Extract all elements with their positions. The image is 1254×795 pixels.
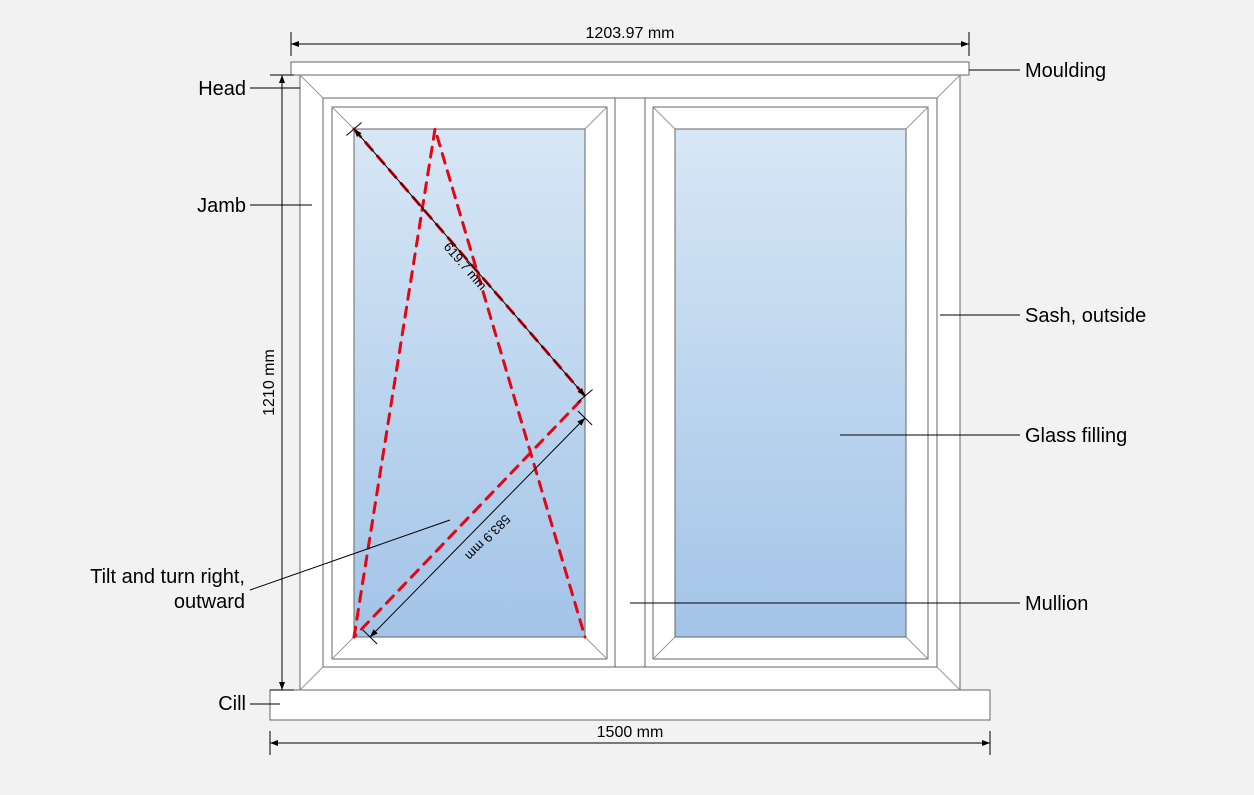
label-moulding: Moulding — [1025, 60, 1106, 83]
label-head: Head — [150, 78, 246, 101]
mullion — [615, 98, 645, 667]
label-tilt-line2: outward — [174, 591, 245, 613]
dim-label: 1203.97 mm — [586, 25, 675, 42]
label-cill: Cill — [150, 693, 246, 716]
label-mullion: Mullion — [1025, 593, 1088, 616]
window-diagram: 1203.97 mm1210 mm1500 mm619.7 mm583.9 mm — [0, 0, 1254, 795]
left-glass — [354, 129, 585, 637]
cill — [270, 690, 990, 720]
label-jamb: Jamb — [150, 195, 246, 218]
moulding — [291, 62, 969, 75]
label-glass: Glass filling — [1025, 425, 1127, 448]
dim-label: 1210 mm — [261, 349, 278, 416]
label-sash: Sash, outside — [1025, 305, 1146, 328]
label-tilt: Tilt and turn right, outward — [30, 565, 245, 615]
dim-label: 1500 mm — [597, 724, 664, 741]
label-tilt-line1: Tilt and turn right, — [90, 566, 245, 588]
right-glass — [675, 129, 906, 637]
